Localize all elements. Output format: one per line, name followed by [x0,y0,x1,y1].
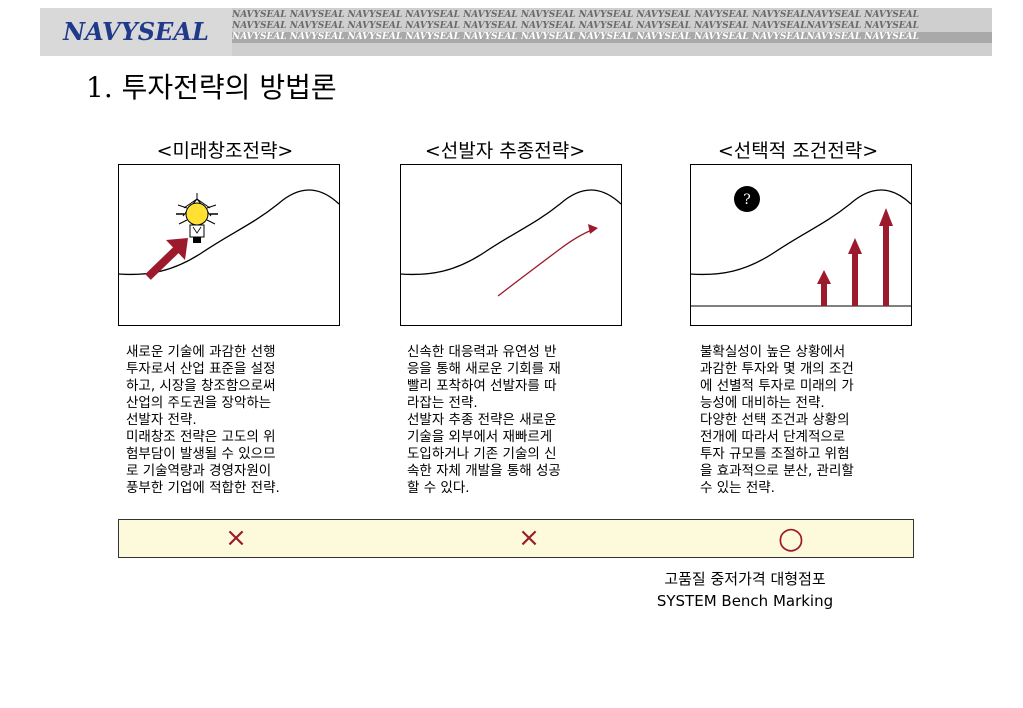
step-arrow-medium [848,238,862,306]
note-line-2: SYSTEM Bench Marking [656,592,834,610]
step-arrow-small [817,270,831,306]
evaluation-strip: × × ○ [118,519,914,558]
question-mark-label: ? [743,192,751,208]
fast-follower-diagram [400,164,622,326]
selective-condition-diagram: ? [690,164,912,326]
evaluation-mark-circle: ○ [777,521,805,556]
note-line-1: 고품질 중저가격 대형점포 [664,570,826,588]
watermark-row: NAVYSEAL NAVYSEAL NAVYSEAL NAVYSEAL NAVY… [232,32,992,43]
brand-logo: NAVYSEAL [40,8,232,56]
panel-frame [118,164,340,326]
growth-curve [400,189,622,276]
step-arrow-large [879,208,893,306]
column-title-selective-condition: <선택적 조건전략> [717,140,879,162]
up-arrow [145,238,188,280]
evaluation-mark-x: × [225,523,247,553]
future-creation-diagram [118,164,340,326]
column-title-future-creation: <미래창조전략> [156,140,294,162]
evaluation-mark-x: × [518,523,540,553]
bottom-note: 고품질 중저가격 대형점포 SYSTEM Bench Marking [615,568,875,612]
follow-curve-arrow [497,229,593,297]
selective-condition-description: 불확실성이 높은 상황에서 과감한 투자와 몇 개의 조건 에 선별적 투자로 … [700,344,854,496]
lightbulb-icon [176,193,218,243]
growth-curve [690,189,912,276]
page-title: 1. 투자전략의 방법론 [86,71,337,104]
future-creation-description: 새로운 기술에 과감한 선행 투자로서 산업 표준을 설정 하고, 시장을 창조… [126,344,280,496]
question-icon: ? [734,186,760,212]
fast-follower-description: 신속한 대응력과 유연성 반 응을 통해 새로운 기회를 재 빨리 포착하여 선… [407,344,561,496]
panel-frame [400,164,622,326]
column-title-fast-follower: <선발자 추종전략> [424,140,586,162]
watermark-pattern: NAVYSEAL NAVYSEAL NAVYSEAL NAVYSEAL NAVY… [232,10,992,54]
follow-arrow-head [588,224,598,234]
panel-frame [690,164,912,326]
header-banner: NAVYSEAL NAVYSEAL NAVYSEAL NAVYSEAL NAVY… [40,8,992,56]
watermark-row: NAVYSEAL NAVYSEAL NAVYSEAL NAVYSEAL NAVY… [232,10,919,20]
watermark-row: NAVYSEAL NAVYSEAL NAVYSEAL NAVYSEAL NAVY… [232,21,919,31]
